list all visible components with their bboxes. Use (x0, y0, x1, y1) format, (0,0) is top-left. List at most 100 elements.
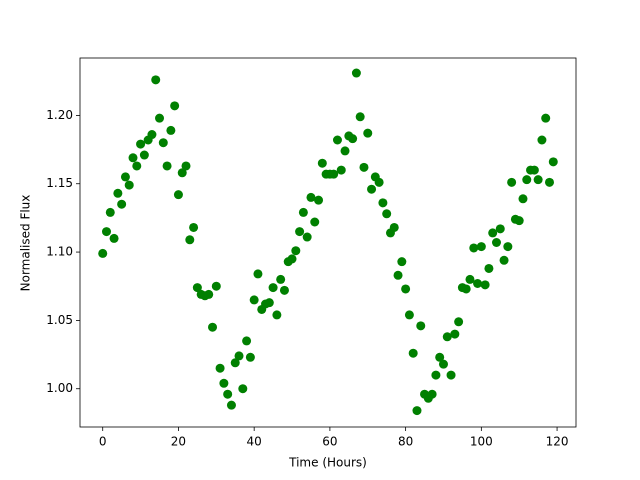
data-point (374, 177, 384, 187)
data-point (268, 283, 278, 293)
data-point (427, 389, 437, 399)
data-point (404, 310, 414, 320)
data-point (310, 217, 320, 227)
data-point (124, 180, 134, 190)
data-point (476, 242, 486, 252)
x-axis-label: Time (Hours) (288, 456, 367, 470)
data-point (306, 192, 316, 202)
data-point (544, 177, 554, 187)
data-point (132, 161, 142, 171)
data-point (529, 165, 539, 175)
data-point (355, 112, 365, 122)
y-tick-label: 1.10 (46, 245, 73, 259)
data-point (332, 135, 342, 145)
data-point (223, 389, 233, 399)
data-point (173, 190, 183, 200)
data-point (117, 199, 127, 209)
data-point (480, 280, 490, 290)
axes-frame (79, 57, 577, 428)
data-point (488, 228, 498, 238)
data-point (264, 298, 274, 308)
data-point (215, 363, 225, 373)
data-point (514, 216, 524, 226)
data-point (109, 233, 119, 243)
data-point (438, 359, 448, 369)
data-point (204, 289, 214, 299)
data-point (435, 352, 445, 362)
data-point (113, 188, 123, 198)
data-point (192, 283, 202, 293)
data-point (367, 184, 377, 194)
data-point (298, 207, 308, 217)
data-point (317, 158, 327, 168)
data-point (155, 113, 165, 123)
data-point (461, 284, 471, 294)
data-point (484, 263, 494, 273)
data-point (450, 329, 460, 339)
data-point (276, 274, 286, 284)
data-point (151, 75, 161, 85)
data-point (522, 175, 532, 185)
data-point (287, 254, 297, 264)
data-point (340, 146, 350, 156)
data-point (177, 168, 187, 178)
data-point (253, 269, 263, 279)
data-point (454, 317, 464, 327)
data-point (382, 209, 392, 219)
x-tick-label: 100 (470, 435, 493, 449)
data-point (226, 400, 236, 410)
data-point (491, 238, 501, 247)
data-point (238, 384, 248, 394)
data-point (378, 198, 388, 208)
data-point (272, 310, 282, 320)
y-axis-label: Normalised Flux (19, 195, 33, 292)
data-point (408, 348, 418, 358)
data-point (185, 235, 195, 245)
data-point (245, 352, 255, 362)
data-point (329, 169, 339, 179)
data-point (465, 274, 475, 284)
data-point (412, 406, 422, 416)
data-point (147, 130, 157, 140)
data-point (295, 227, 305, 237)
data-point (397, 257, 407, 267)
data-point (162, 161, 172, 171)
data-point (314, 195, 324, 205)
data-point (507, 177, 517, 187)
data-point (473, 279, 483, 288)
data-point (279, 285, 289, 295)
data-point (363, 128, 373, 138)
data-point (541, 113, 551, 123)
data-point (359, 162, 369, 172)
y-tick-label: 1.20 (46, 108, 73, 122)
data-point (98, 248, 108, 258)
data-point (139, 150, 149, 160)
data-point (105, 207, 115, 217)
y-tick-label: 1.15 (46, 176, 73, 190)
data-point (302, 232, 312, 242)
data-point (234, 351, 244, 361)
data-point (389, 222, 399, 232)
x-tick-label: 20 (171, 435, 186, 449)
x-tick-label: 0 (99, 435, 107, 449)
data-point (249, 295, 259, 305)
data-point (208, 322, 218, 332)
data-point (189, 222, 199, 232)
data-point (469, 243, 479, 253)
data-point (158, 138, 168, 148)
y-tick-label: 1.05 (46, 313, 73, 327)
data-point (166, 125, 176, 135)
data-point (537, 135, 547, 145)
x-tick-label: 40 (247, 435, 262, 449)
y-tick-label: 1.00 (46, 381, 73, 395)
data-point (170, 101, 180, 111)
data-point (336, 165, 346, 175)
data-point (499, 255, 509, 265)
data-point (393, 270, 403, 280)
x-tick-label: 60 (322, 435, 337, 449)
x-tick-label: 120 (546, 435, 569, 449)
data-point (503, 242, 513, 252)
data-point (416, 321, 426, 331)
data-point (242, 336, 252, 346)
